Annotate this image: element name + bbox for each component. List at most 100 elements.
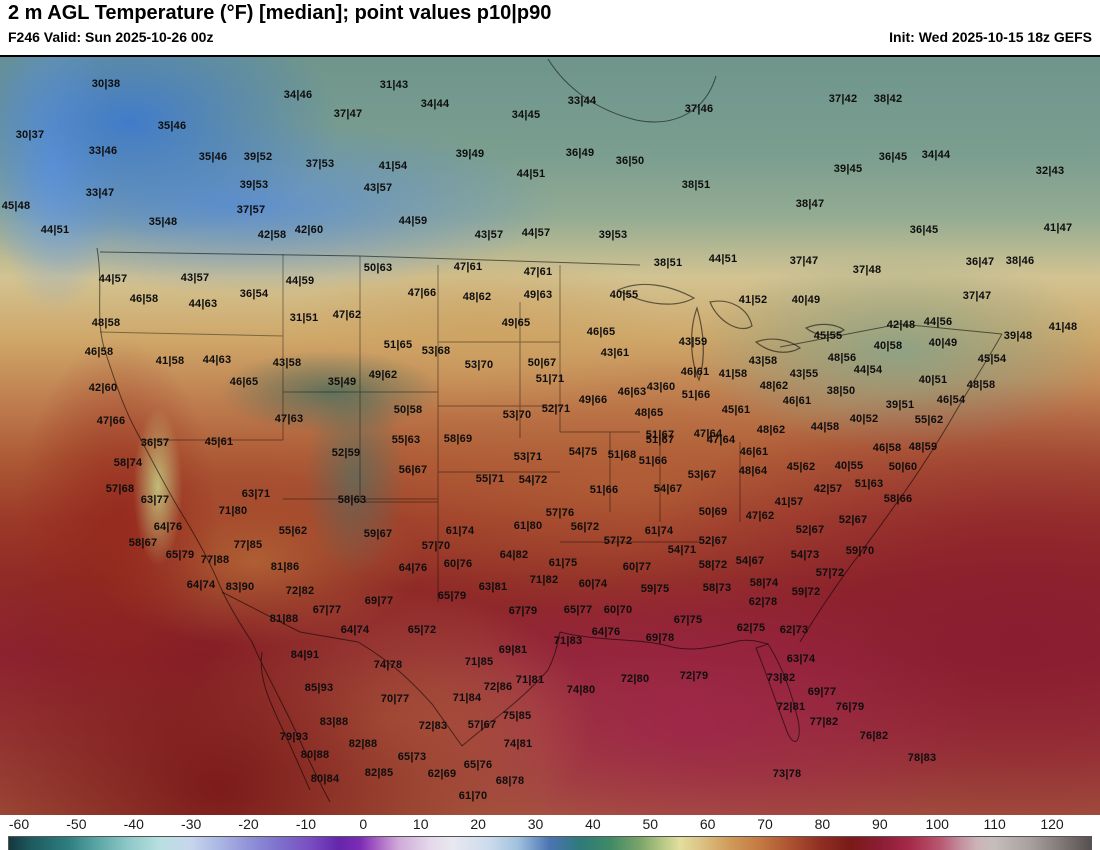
point-value: 81|86 <box>270 561 300 573</box>
point-value: 33|47 <box>85 187 115 199</box>
colorbar-tick: -30 <box>181 816 202 832</box>
point-value: 43|59 <box>678 336 708 348</box>
point-value: 48|62 <box>759 380 789 392</box>
point-value: 48|56 <box>827 352 857 364</box>
point-value: 61|74 <box>644 525 674 537</box>
point-value: 60|77 <box>622 561 652 573</box>
point-value: 44|57 <box>521 227 551 239</box>
point-value: 44|51 <box>40 224 70 236</box>
colorbar-tick: 70 <box>757 816 773 832</box>
point-value: 44|51 <box>708 253 738 265</box>
point-value: 36|45 <box>909 224 939 236</box>
point-value: 52|67 <box>838 514 868 526</box>
point-value: 55|62 <box>278 525 308 537</box>
point-value: 36|47 <box>965 256 995 268</box>
point-value: 48|64 <box>738 465 768 477</box>
point-value: 60|70 <box>603 604 633 616</box>
point-value: 73|82 <box>766 672 796 684</box>
point-value: 71|80 <box>218 505 248 517</box>
point-value: 34|44 <box>420 98 450 110</box>
point-value: 56|72 <box>570 521 600 533</box>
point-value: 47|66 <box>407 287 437 299</box>
point-value: 39|53 <box>239 179 269 191</box>
colorbar-tick: -40 <box>123 816 144 832</box>
point-value: 69|78 <box>645 632 675 644</box>
point-value: 67|77 <box>312 604 342 616</box>
point-value: 57|72 <box>603 535 633 547</box>
point-value: 38|50 <box>826 385 856 397</box>
point-value: 50|63 <box>363 262 393 274</box>
point-value: 58|69 <box>443 433 473 445</box>
point-value: 64|76 <box>591 626 621 638</box>
point-value: 33|44 <box>567 95 597 107</box>
point-value: 64|74 <box>186 579 216 591</box>
colorbar-tick: 10 <box>412 816 429 832</box>
point-value: 58|74 <box>749 577 779 589</box>
point-value: 72|81 <box>776 701 806 713</box>
point-value: 64|74 <box>340 624 370 636</box>
point-value: 37|47 <box>962 290 992 302</box>
point-value: 77|88 <box>200 554 230 566</box>
point-value: 47|62 <box>745 510 775 522</box>
point-value: 74|81 <box>503 738 533 750</box>
point-value: 65|76 <box>463 759 493 771</box>
point-value: 44|54 <box>853 364 883 376</box>
point-value: 52|59 <box>331 447 361 459</box>
point-value: 50|60 <box>888 461 918 473</box>
map-canvas[interactable]: 30|38 35|46 30|37 33|46 35|46 39|52 39|53 33|47… <box>0 55 1100 815</box>
point-value: 49|63 <box>523 289 553 301</box>
point-value: 51|67 <box>645 434 675 446</box>
point-value: 34|45 <box>511 109 541 121</box>
point-value: 45|55 <box>813 330 843 342</box>
point-value: 60|74 <box>578 578 608 590</box>
point-value: 51|66 <box>589 484 619 496</box>
point-value: 38|46 <box>1005 255 1035 267</box>
point-value: 55|62 <box>914 414 944 426</box>
point-value: 44|58 <box>810 421 840 433</box>
point-value: 52|67 <box>795 524 825 536</box>
point-value: 51|71 <box>535 373 565 385</box>
point-value: 85|93 <box>304 682 334 694</box>
point-value: 50|69 <box>698 506 728 518</box>
colorbar: -60 -50 -40 -30 -20 -10 0 10 20 30 40 50 60 70 80 90 100… <box>0 815 1100 850</box>
point-value: 54|67 <box>735 555 765 567</box>
point-value: 48|58 <box>966 379 996 391</box>
point-value: 65|77 <box>563 604 593 616</box>
texas-coastline <box>461 631 561 747</box>
point-value: 49|65 <box>501 317 531 329</box>
point-value: 59|72 <box>791 586 821 598</box>
point-value: 32|43 <box>1035 165 1065 177</box>
point-value: 44|63 <box>202 354 232 366</box>
point-value: 41|48 <box>1048 321 1078 333</box>
colorbar-tick: 40 <box>585 816 601 832</box>
point-value: 43|57 <box>180 272 210 284</box>
point-value: 44|51 <box>516 168 546 180</box>
colorbar-ticks: -60 -50 -40 -30 -20 -10 0 10 20 30 40 50 60 70 80 90 100… <box>0 815 1100 835</box>
point-value: 59|70 <box>845 545 875 557</box>
temperature-shading <box>0 57 1100 815</box>
colorbar-tick: 110 <box>983 816 1006 832</box>
us-mexico-border <box>221 591 463 747</box>
point-value: 51|68 <box>607 449 637 461</box>
point-value: 44|59 <box>398 215 428 227</box>
point-value: 57|76 <box>545 507 575 519</box>
point-value: 38|51 <box>681 179 711 191</box>
point-value: 47|66 <box>96 415 126 427</box>
point-value: 40|51 <box>918 374 948 386</box>
colorbar-tick: 20 <box>470 816 486 832</box>
point-value: 45|61 <box>204 436 234 448</box>
point-value: 60|76 <box>443 558 473 570</box>
point-value: 58|73 <box>702 582 732 594</box>
forecast-valid-label: F246 Valid: Sun 2025-10-26 00z <box>8 29 214 45</box>
point-value: 37|57 <box>236 204 266 216</box>
point-value: 53|67 <box>687 469 717 481</box>
point-value: 39|52 <box>243 151 273 163</box>
point-value: 81|88 <box>269 613 299 625</box>
model-init-label: Init: Wed 2025-10-15 18z GEFS <box>889 29 1092 45</box>
point-value: 45|48 <box>1 200 31 212</box>
point-value: 48|59 <box>908 441 938 453</box>
point-value: 48|62 <box>462 291 492 303</box>
point-value: 44|63 <box>188 298 218 310</box>
point-value: 47|61 <box>523 266 553 278</box>
point-value: 54|73 <box>790 549 820 561</box>
